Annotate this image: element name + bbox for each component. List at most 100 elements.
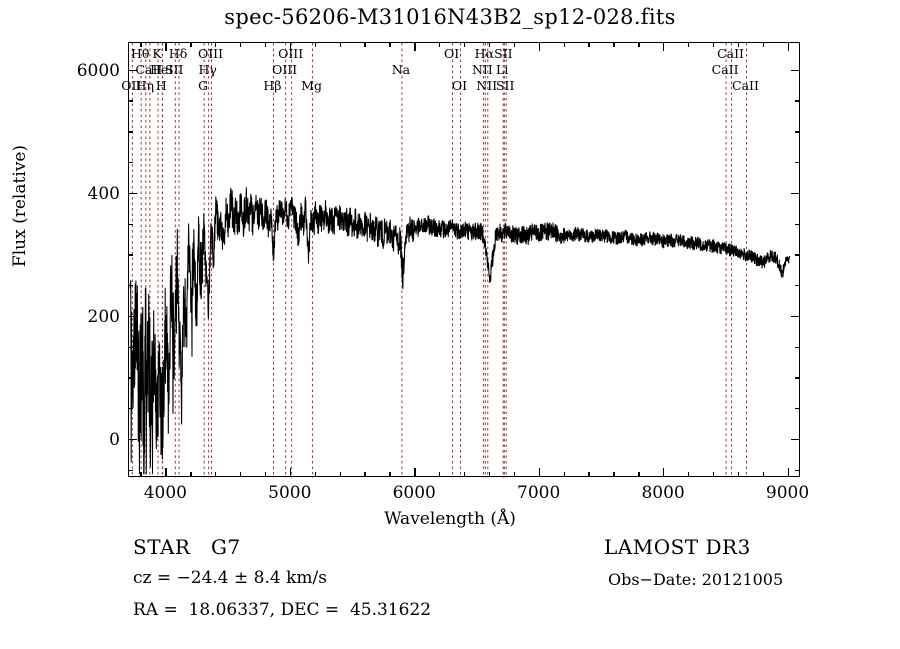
x-minor-tick-top — [613, 42, 615, 47]
x-minor-tick — [464, 472, 466, 477]
x-minor-tick-top — [638, 42, 640, 47]
x-minor-tick — [588, 472, 590, 477]
x-minor-tick-top — [140, 42, 142, 47]
y-major-tick-right — [791, 438, 800, 441]
x-minor-tick-top — [339, 42, 341, 47]
y-minor-tick — [128, 131, 133, 133]
x-major-tick-top — [538, 42, 540, 51]
x-major-tick-top — [289, 42, 292, 51]
x-minor-tick — [737, 472, 740, 477]
y-minor-tick — [128, 161, 133, 164]
y-major-tick-right — [791, 315, 800, 318]
plot-canvas — [129, 43, 799, 478]
line-label-h: Hα — [474, 46, 494, 61]
x-minor-tick-top — [488, 42, 491, 47]
y-minor-tick-right — [795, 408, 800, 410]
x-major-tick-top — [787, 42, 789, 51]
y-minor-tick — [128, 377, 133, 379]
line-label-li: Li — [496, 62, 509, 77]
observation-date: Obs−Date: 20121005 — [608, 570, 784, 589]
x-minor-tick-top — [737, 42, 740, 47]
line-label-sii: SII — [494, 46, 513, 61]
x-major-tick — [289, 468, 292, 477]
x-major-tick — [538, 468, 540, 477]
line-label-oiii: OIII — [272, 62, 298, 77]
line-label-g: G — [198, 78, 209, 93]
x-minor-tick-top — [389, 42, 391, 47]
page-title: spec-56206-M31016N43B2_sp12-028.fits — [224, 5, 676, 29]
line-label-h: H — [155, 78, 167, 93]
y-tick-label: 6000 — [76, 60, 120, 81]
x-tick-label: 6000 — [392, 483, 436, 503]
x-major-tick — [414, 468, 416, 477]
x-minor-tick-top — [712, 42, 715, 47]
x-minor-tick — [563, 472, 565, 477]
x-tick-label: 9000 — [765, 483, 810, 503]
x-major-tick — [663, 468, 665, 477]
y-minor-tick — [128, 285, 133, 287]
y-minor-tick-right — [795, 223, 800, 225]
x-major-tick — [787, 468, 789, 477]
x-minor-tick — [638, 472, 640, 477]
x-minor-tick — [264, 472, 267, 477]
x-minor-tick — [364, 472, 366, 477]
x-minor-tick-top — [588, 42, 590, 47]
spectrum-svg — [129, 43, 791, 478]
y-major-tick — [128, 69, 137, 71]
x-minor-tick-top — [563, 42, 565, 47]
object-class: STAR G7 — [133, 535, 241, 559]
plot-frame — [128, 42, 800, 478]
y-minor-tick-right — [795, 285, 800, 287]
y-major-tick-right — [791, 192, 800, 195]
x-minor-tick-top — [439, 42, 441, 47]
x-axis-title: Wavelength (Å) — [384, 509, 516, 529]
y-minor-tick-right — [795, 161, 800, 164]
y-minor-tick — [128, 408, 133, 410]
x-minor-tick — [613, 472, 615, 477]
x-minor-tick — [439, 472, 441, 477]
line-label-oi: OI — [443, 46, 460, 61]
y-minor-tick-right — [795, 131, 800, 133]
spectrum-trace — [129, 187, 791, 475]
x-minor-tick — [389, 472, 391, 477]
x-minor-tick — [215, 472, 217, 477]
line-label-nii: NII — [471, 62, 493, 77]
x-tick-label: 7000 — [517, 483, 561, 503]
x-minor-tick — [314, 472, 316, 477]
x-minor-tick — [762, 472, 764, 477]
line-label-caii: CaII — [732, 78, 759, 93]
line-label-h: Hη — [135, 78, 154, 93]
y-minor-tick-right — [795, 346, 800, 348]
x-major-tick-top — [414, 42, 416, 51]
y-minor-tick-right — [795, 469, 800, 471]
line-label-oiii: OIII — [278, 46, 304, 61]
line-label-k: K — [152, 46, 162, 61]
y-tick-label: 200 — [87, 306, 120, 327]
x-minor-tick-top — [513, 42, 516, 47]
line-label-sii: SII — [495, 78, 515, 93]
y-minor-tick — [128, 346, 133, 348]
y-minor-tick — [128, 100, 133, 102]
y-minor-tick-right — [795, 377, 800, 379]
y-major-tick — [128, 192, 137, 195]
line-label-nii: NII — [476, 78, 498, 93]
line-label-h: Hθ — [130, 46, 150, 61]
coordinates: RA = 18.06337, DEC = 45.31622 — [133, 600, 432, 620]
survey-name: LAMOST DR3 — [604, 535, 751, 559]
x-minor-tick-top — [314, 42, 316, 47]
x-tick-label: 8000 — [641, 483, 685, 503]
x-minor-tick — [339, 472, 341, 477]
y-tick-label: 400 — [87, 183, 120, 204]
x-minor-tick-top — [240, 42, 242, 47]
line-label-caii: CaII — [135, 62, 163, 77]
y-major-tick-right — [791, 69, 800, 71]
y-major-tick — [128, 315, 137, 318]
x-minor-tick — [688, 472, 690, 477]
x-minor-tick — [488, 472, 491, 477]
x-minor-tick-top — [364, 42, 366, 47]
line-label-hei: HeI — [149, 62, 174, 77]
x-minor-tick-top — [688, 42, 690, 47]
line-label-oiii: OIII — [197, 46, 224, 61]
y-minor-tick — [128, 254, 133, 256]
